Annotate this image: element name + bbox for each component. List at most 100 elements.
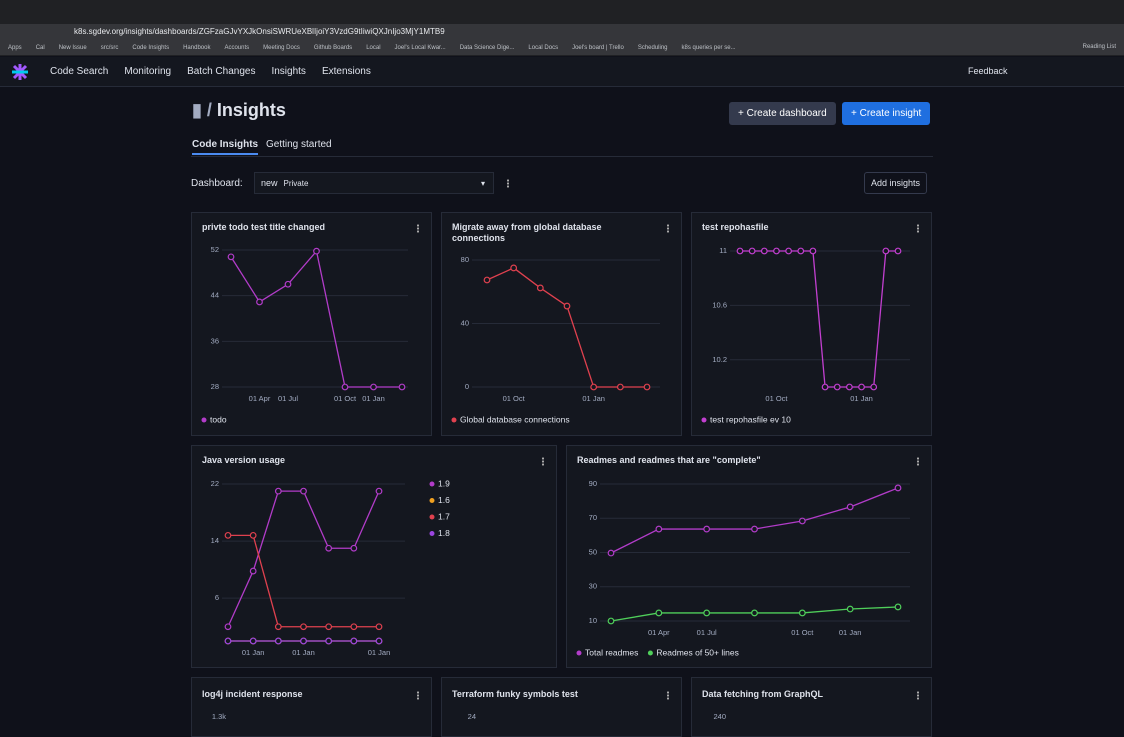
nav-item[interactable]: Insights: [271, 66, 306, 77]
series-line: [227, 490, 380, 627]
nav-item[interactable]: Monitoring: [124, 66, 172, 77]
data-point: [325, 623, 333, 631]
x-tick-label: 01 Jan: [582, 394, 605, 403]
legend-swatch: [429, 481, 435, 487]
bookmark[interactable]: New Issue: [58, 45, 87, 51]
x-tick-label: 01 Jan: [850, 394, 873, 403]
url[interactable]: k8s.sgdev.org/insights/dashboards/ZGFzaG…: [74, 27, 445, 36]
dashboard-label: Dashboard:: [191, 178, 243, 189]
x-tick-label: 01 Jan: [839, 628, 862, 637]
data-point: [870, 383, 878, 391]
bookmark[interactable]: Accounts: [224, 45, 250, 51]
legend-swatch: [201, 417, 207, 423]
add-insights[interactable]: Add insights: [864, 172, 928, 194]
data-point: [798, 517, 806, 525]
card-menu[interactable]: [542, 457, 544, 466]
data-point: [224, 637, 232, 645]
data-point: [760, 247, 768, 255]
tab-divider: [191, 156, 933, 157]
nav-item[interactable]: Extensions: [321, 66, 371, 77]
data-point: [751, 525, 758, 533]
bookmark[interactable]: Code Insights: [132, 45, 170, 51]
y-tick-label: 30: [589, 582, 597, 591]
y-tick-label: 24: [468, 712, 476, 720]
bookmark[interactable]: Github Boards: [313, 45, 353, 51]
bookmark[interactable]: Data Science Dige...: [459, 45, 515, 51]
card-title: Readmes and readmes that are "complete": [577, 455, 761, 465]
data-point: [274, 623, 282, 631]
tab[interactable]: Getting started: [266, 139, 332, 150]
data-point: [249, 567, 257, 575]
charts: 28 36 44 52 01 Apr 01 Jul 01 Oct 01 Jan todo 0 40 8…: [201, 245, 910, 720]
legend-label: 1.7: [438, 511, 450, 521]
y-tick-label: 10.6: [712, 300, 727, 309]
data-point: [375, 623, 383, 631]
bookmark[interactable]: src/src: [100, 45, 119, 51]
bookmark[interactable]: k8s queries per se...: [681, 45, 736, 51]
address-bar[interactable]: [0, 24, 1124, 41]
nav-item[interactable]: Batch Changes: [187, 66, 256, 77]
series-line: [610, 487, 899, 554]
bookmark[interactable]: Joel's Local Kwar...: [394, 45, 446, 51]
card-menu[interactable]: [417, 691, 419, 700]
data-point: [224, 531, 232, 539]
card-menu[interactable]: [917, 224, 919, 233]
chevron: ▾: [480, 178, 485, 188]
card-menu[interactable]: [417, 224, 419, 233]
bookmark[interactable]: Joel's board | Trello: [572, 45, 624, 51]
x-tick-label: 01 Oct: [334, 394, 357, 403]
x-tick-label: 01 Jan: [242, 648, 265, 657]
bookmark[interactable]: Apps: [8, 45, 22, 51]
data-point: [845, 383, 853, 391]
nav-items: Code Search Monitoring Batch Changes Insigh…: [50, 66, 371, 77]
card-menu[interactable]: [917, 691, 919, 700]
data-point: [643, 383, 651, 391]
bookmark[interactable]: Meeting Docs: [263, 45, 300, 51]
legend-label: Readmes of 50+ lines: [656, 647, 738, 657]
y-tick-label: 40: [461, 318, 469, 327]
data-point: [325, 637, 333, 645]
legend-swatch: [647, 650, 653, 656]
legend-label: Total readmes: [585, 647, 638, 657]
tab[interactable]: Code Insights: [192, 139, 259, 155]
data-point: [370, 383, 377, 391]
data-point: [483, 276, 491, 284]
x-tick-label: 01 Apr: [249, 394, 271, 403]
legend-label: 1.9: [438, 478, 450, 488]
data-point: [655, 609, 663, 617]
card-menu[interactable]: [667, 691, 669, 700]
data-point: [858, 383, 865, 391]
create-insight[interactable]: + Create insight: [842, 102, 931, 125]
feedback[interactable]: Feedback: [968, 66, 1008, 76]
y-tick-label: 70: [589, 513, 597, 522]
bookmark[interactable]: Local Docs: [528, 45, 559, 51]
bookmark[interactable]: Handbook: [183, 45, 211, 51]
card-menu[interactable]: [917, 457, 919, 466]
legend-swatch: [429, 498, 435, 503]
app-nav: [0, 57, 1124, 87]
reading-list[interactable]: Reading List: [1082, 44, 1116, 50]
card-title: Migrate away from global database connec…: [452, 222, 602, 243]
data-point: [846, 503, 854, 511]
data-point: [249, 637, 257, 645]
dashboard-select[interactable]: new Private ▾: [254, 172, 494, 194]
data-point: [510, 264, 518, 272]
nav-item[interactable]: Code Search: [50, 66, 109, 77]
bookmark[interactable]: Cal: [35, 45, 45, 51]
create-dashboard[interactable]: + Create dashboard: [729, 102, 836, 125]
x-tick-label: 01 Oct: [503, 394, 526, 403]
y-tick-label: 44: [211, 291, 219, 300]
data-point: [350, 544, 358, 552]
create-dashboard-label: Create dashboard: [746, 108, 827, 119]
legend-swatch: [429, 514, 435, 520]
card-menu[interactable]: [667, 224, 669, 233]
bookmark[interactable]: Local: [366, 45, 381, 51]
y-tick-label: 52: [211, 245, 219, 254]
bookmark[interactable]: Scheduling: [637, 45, 668, 51]
y-tick-label: 36: [211, 336, 219, 345]
dashboard-menu[interactable]: [507, 179, 509, 188]
logo[interactable]: [10, 62, 30, 82]
y-tick-label: 22: [211, 479, 219, 488]
data-point: [256, 298, 263, 306]
data-point: [616, 383, 624, 391]
